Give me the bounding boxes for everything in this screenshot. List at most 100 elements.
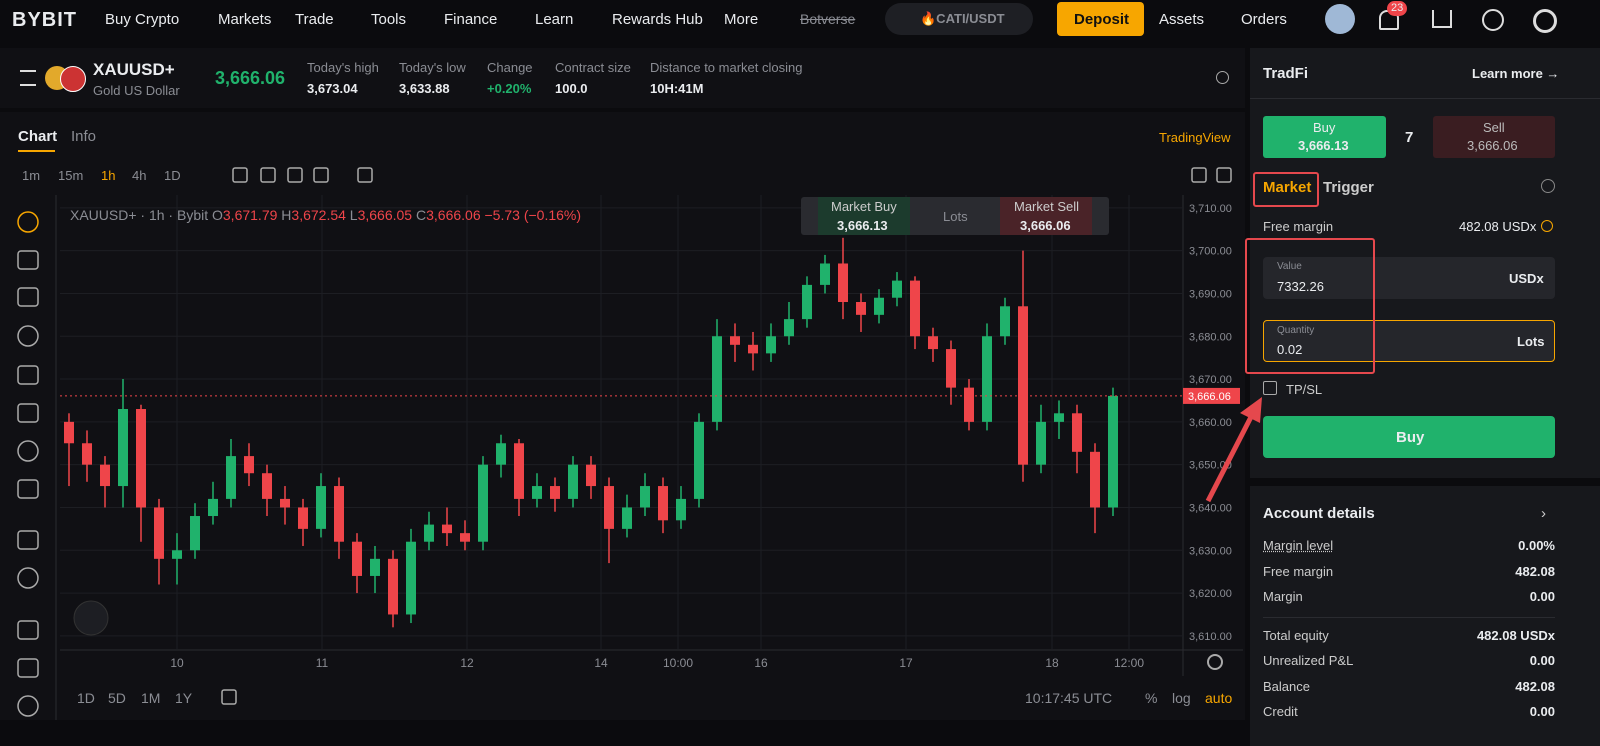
tool-icon (17, 287, 39, 307)
quick-sell-price: 3,666.06 (1020, 218, 1071, 233)
buy-tab-label: Buy (1313, 120, 1336, 135)
interval[interactable]: 1m (22, 168, 41, 183)
tradingview-link[interactable]: TradingView (1159, 130, 1231, 145)
nav-item[interactable]: Finance (444, 11, 498, 28)
last-price-tag (1183, 387, 1240, 404)
logo[interactable]: BYBIT (12, 9, 77, 31)
scale-option[interactable]: auto (1205, 690, 1233, 706)
candle-body (820, 263, 830, 285)
add-icon[interactable] (1541, 220, 1553, 232)
quick-buy-label: Market Buy (831, 199, 897, 214)
candle-body (1072, 413, 1082, 452)
tab-active[interactable]: Chart (18, 128, 58, 145)
nav-item[interactable]: Tools (371, 11, 407, 28)
candle-body (280, 498, 290, 508)
nav-item[interactable]: Rewards Hub (612, 11, 703, 28)
scale-option[interactable]: % (1145, 690, 1158, 706)
tpsl-checkbox[interactable] (1263, 381, 1277, 395)
legend-value: 3,666.06 (426, 207, 481, 223)
quantity-text: 0.02 (1277, 342, 1303, 357)
y-tick-label: 3,660.00 (1189, 417, 1232, 429)
nav-item[interactable]: Learn (535, 11, 574, 28)
scale-option[interactable]: log (1172, 690, 1191, 706)
range[interactable]: 1M (141, 690, 161, 706)
nav-item[interactable]: Assets (1159, 11, 1205, 28)
help-icon[interactable] (1541, 179, 1555, 193)
search-box[interactable] (885, 3, 1033, 35)
x-tick-label: 18 (1045, 656, 1059, 670)
nav-item[interactable]: Orders (1241, 11, 1287, 28)
interval[interactable]: 1D (164, 168, 181, 183)
x-tick-label: 12 (460, 656, 474, 670)
play-icon[interactable] (1216, 71, 1229, 84)
tradingview-badge (73, 600, 109, 636)
candle-body (496, 443, 506, 465)
order-type[interactable]: Trigger (1323, 179, 1374, 196)
candle-body (928, 336, 938, 350)
tab[interactable]: Info (71, 128, 97, 145)
value-input[interactable] (1263, 257, 1555, 299)
stat-label: Change (487, 60, 533, 75)
range[interactable]: 1Y (175, 690, 193, 706)
candle-body (874, 297, 884, 315)
quick-lots: Lots (943, 209, 968, 224)
ticker-bar (0, 48, 1245, 108)
range[interactable]: 1D (77, 690, 95, 706)
stat-label: Distance to market closing (650, 60, 803, 75)
symbol-name: Gold US Dollar (93, 83, 180, 98)
order-type-active[interactable]: Market (1263, 179, 1312, 196)
nav-item[interactable]: Botverse (800, 11, 856, 27)
avatar[interactable] (1325, 4, 1355, 34)
candle-body (838, 263, 848, 303)
settings-icon[interactable] (1533, 9, 1557, 33)
value-text: 7332.26 (1277, 279, 1324, 294)
quantity-input[interactable] (1263, 320, 1555, 362)
interval-active[interactable]: 1h (101, 168, 116, 183)
buy-button[interactable] (1263, 416, 1555, 458)
candle-body (856, 302, 866, 315)
account-label: Total equity (1263, 628, 1329, 643)
account-value: 0.00 (1529, 704, 1555, 719)
account-value: 482.08 (1515, 564, 1555, 579)
candle-body (244, 456, 254, 474)
candle-body (1090, 451, 1100, 508)
buy-tab[interactable] (1263, 116, 1386, 158)
candle-body (964, 387, 974, 422)
learn-more[interactable]: Learn more → (1472, 66, 1560, 81)
y-tick-label: 3,620.00 (1189, 588, 1232, 600)
range[interactable]: 5D (108, 690, 126, 706)
download-icon[interactable] (1432, 10, 1452, 28)
tool-icon (17, 403, 39, 423)
nav-item[interactable]: Markets (218, 11, 272, 28)
nav-item[interactable]: More (724, 11, 759, 28)
chevron[interactable]: › (1541, 505, 1546, 522)
globe-icon[interactable] (1482, 9, 1504, 31)
account-label: Margin level (1263, 538, 1334, 553)
candle-body (298, 507, 308, 529)
nav-item[interactable]: Trade (295, 11, 334, 28)
interval[interactable]: 15m (58, 168, 84, 183)
divider (1250, 98, 1600, 99)
tool-icon (17, 479, 39, 499)
symbol[interactable]: XAUUSD+ (93, 60, 175, 79)
spread: 7 (1405, 129, 1414, 146)
menu-icon[interactable] (20, 70, 36, 86)
quick-sell[interactable] (1000, 197, 1092, 235)
x-tick-label: 17 (899, 656, 913, 670)
account-value: 0.00% (1518, 538, 1555, 553)
deposit-button[interactable] (1057, 2, 1144, 36)
y-tick-label: 3,670.00 (1189, 374, 1232, 386)
highlight-box (1253, 172, 1319, 207)
interval[interactable]: 4h (132, 168, 147, 183)
stat-label: Today's low (399, 60, 466, 75)
candle-body (352, 541, 362, 576)
sell-tab[interactable] (1433, 116, 1555, 158)
flag-icon (60, 66, 86, 92)
y-tick-label: 3,690.00 (1189, 288, 1232, 300)
toolbar-icon (1216, 167, 1232, 183)
quick-buy[interactable] (818, 197, 910, 235)
nav-item[interactable]: Buy Crypto (105, 11, 180, 28)
account-title[interactable]: Account details (1263, 505, 1375, 522)
tool-icon (17, 530, 39, 550)
y-tick-label: 3,710.00 (1189, 203, 1232, 215)
